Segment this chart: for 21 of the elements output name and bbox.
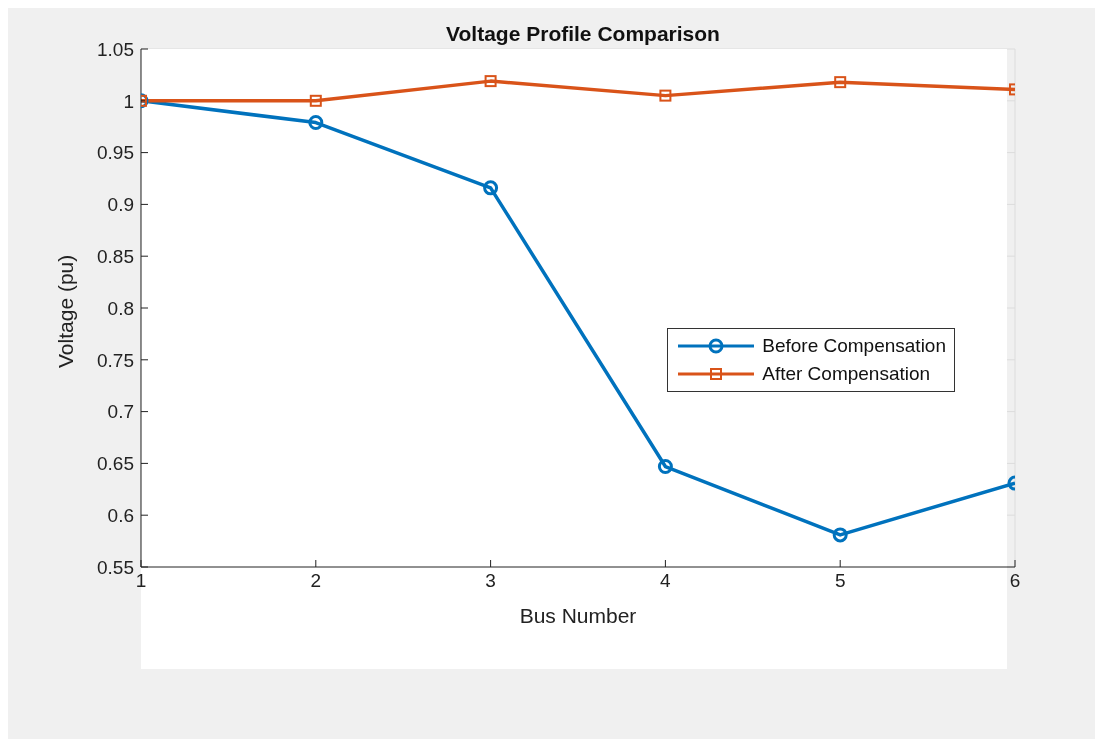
y-tick-label: 0.55 [97,556,134,578]
x-tick-label: 2 [310,570,322,592]
legend-label: Before Compensation [762,335,946,357]
x-tick-label: 4 [660,570,672,592]
y-tick-label: 0.85 [97,245,134,267]
x-tick-label: 5 [834,570,846,592]
y-tick-label: 1 [123,90,134,112]
y-axis-title: Voltage (pu) [54,254,78,368]
x-tick-label: 3 [485,570,496,592]
x-axis-title: Bus Number [519,604,637,627]
y-tick-label: 0.7 [107,401,134,423]
y-tick-label: 0.8 [107,297,134,319]
y-tick-label: 0.95 [97,142,134,164]
y-tick-label: 0.9 [107,194,134,216]
y-tick-label: 0.65 [97,453,134,475]
chart-title: Voltage Profile Comparison [446,22,720,45]
y-tick-label: 0.75 [97,349,134,371]
y-tick-label: 0.6 [107,504,134,526]
legend-label: After Compensation [762,363,931,385]
y-tick-label: 1.05 [97,38,134,60]
x-tick-label: 6 [1009,570,1021,592]
